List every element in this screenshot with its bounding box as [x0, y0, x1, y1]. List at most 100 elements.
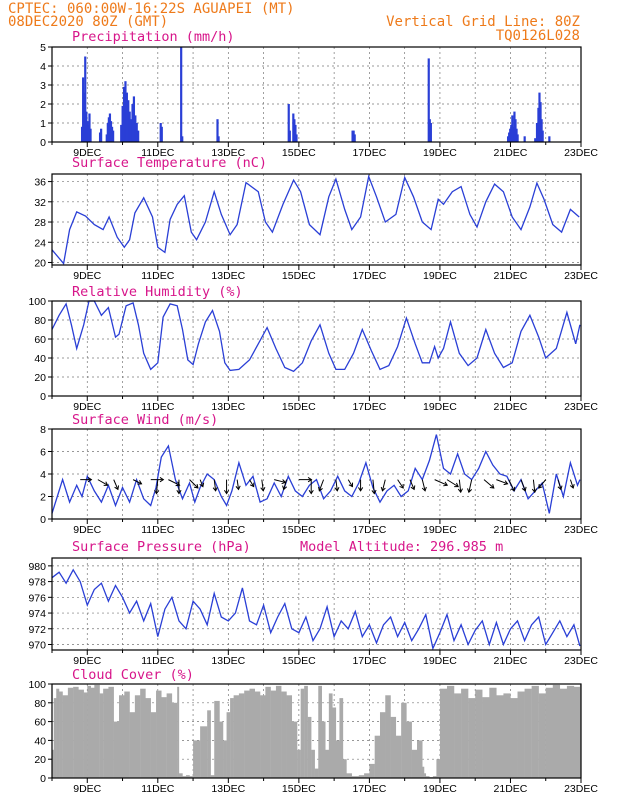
precip-bar: [88, 113, 91, 142]
cloud-bar: [311, 749, 315, 778]
cloud-bar: [119, 695, 125, 778]
cloud-bar: [496, 695, 504, 778]
precip-bar: [534, 138, 537, 142]
precip-bar: [134, 115, 137, 142]
cloud-bar: [545, 687, 553, 778]
cloud-bar: [510, 698, 518, 778]
cloud-y-tick-label: 80: [34, 698, 46, 710]
cloud-bar: [411, 749, 418, 778]
cloud-bar: [270, 690, 277, 778]
cloud-bar: [59, 691, 63, 778]
rh-frame: [51, 300, 582, 397]
cloud-bar: [482, 697, 490, 778]
wind-panel: 0 2 4 6 8 9DEC 11DEC 13DEC 15DEC 17DEC 19DEC 21DEC 2…: [40, 424, 598, 536]
cloud-bar: [83, 692, 88, 778]
precip-bar: [427, 58, 430, 142]
wind-arrow-head: [467, 488, 473, 494]
wind-arrow-head: [489, 484, 495, 489]
cloud-bar: [425, 776, 430, 778]
cloud-bar: [300, 688, 305, 778]
cloud-bar: [390, 716, 397, 778]
precip-bar: [429, 123, 432, 142]
wind-arrow-head: [443, 481, 449, 487]
cloud-bar: [129, 712, 136, 778]
precip-y-tick-label: 2: [40, 99, 46, 111]
wind-y-tick-label: 4: [40, 469, 46, 481]
cloud-bar: [99, 693, 104, 778]
rh-y-tick-label: 40: [34, 353, 46, 365]
wind-arrow-head: [421, 486, 427, 492]
wind-arrow: [520, 479, 526, 492]
rh-x-tick-label: 13DEC: [211, 401, 245, 413]
cloud-bar: [346, 773, 352, 778]
wind-arrow-head: [137, 480, 143, 485]
cloud-bar: [78, 689, 84, 778]
rh-y-tick-label: 80: [34, 315, 46, 327]
cloud-bar: [524, 688, 532, 778]
cloud-bar: [552, 684, 561, 778]
cloud-bar: [297, 749, 301, 778]
wind-x-tick-label: 9DEC: [73, 524, 101, 536]
wind-arrow-head: [159, 477, 165, 483]
cloud-bar: [140, 688, 146, 778]
wind-x-tick-label: 11DEC: [141, 524, 174, 536]
cloud-bar: [364, 773, 370, 778]
wind-arrow: [132, 479, 142, 485]
cloud-bar: [351, 776, 360, 778]
wind-arrow-head: [510, 486, 516, 492]
cloud-bar: [454, 693, 462, 778]
pressure-x-tick-label: 11DEC: [141, 655, 174, 667]
wind-arrow: [274, 479, 286, 483]
cloud-bar: [249, 688, 255, 778]
temp-frame: [51, 173, 582, 266]
wind-arrow: [468, 479, 473, 493]
wind-arrow: [249, 479, 255, 487]
cloud-bar: [342, 759, 347, 778]
temp-y-tick-label: 36: [34, 177, 46, 189]
cloud-bar: [325, 749, 330, 778]
pressure-y-tick-label: 972: [28, 624, 46, 636]
cloud-bar: [73, 686, 79, 778]
cloud-bar: [238, 693, 245, 778]
cloud-bar: [328, 693, 333, 778]
temp-x-tick-label: 15DEC: [282, 270, 316, 282]
wind-title: Surface Wind (m/s): [72, 412, 218, 428]
cloud-y-tick-label: 100: [28, 679, 46, 691]
temp-x-tick-label: 23DEC: [564, 270, 598, 282]
temp-x-tick-label: 11DEC: [141, 270, 174, 282]
precip-bar: [160, 126, 163, 142]
wind-x-tick-label: 19DEC: [423, 524, 457, 536]
pressure-title: Surface Pressure (hPa): [72, 539, 251, 555]
pressure-x-tick-label: 15DEC: [282, 655, 316, 667]
cloud-bar: [113, 721, 120, 778]
cloud-x-tick-label: 19DEC: [423, 783, 457, 795]
wind-y-tick-label: 2: [40, 492, 46, 504]
cloud-bar: [219, 721, 224, 778]
wind-arrow: [261, 479, 264, 491]
wind-arrow-head: [358, 487, 364, 492]
wind-arrow-head: [224, 489, 230, 495]
cloud-bar: [182, 776, 187, 778]
precip-bar: [294, 124, 297, 142]
wind-arrow-head: [557, 485, 563, 491]
wind-arrow-head: [282, 485, 288, 491]
header-model-code: TQ0126L028: [496, 28, 580, 44]
precip-x-tick-label: 9DEC: [73, 147, 101, 159]
wind-arrow-head: [260, 486, 266, 492]
precip-bar: [535, 123, 539, 142]
precip-bar: [137, 130, 140, 142]
precip-panel: 0 1 2 3 4 5 9DEC 11DEC 13DEC 15DEC 17DEC 19DEC 21DEC…: [40, 42, 598, 159]
rh-x-tick-label: 11DEC: [141, 401, 174, 413]
cloud-bar: [200, 726, 208, 778]
cloud-bar: [318, 685, 322, 778]
wind-arrow: [557, 479, 562, 490]
cloud-bar: [166, 693, 173, 778]
precip-y-tick-label: 0: [40, 137, 46, 149]
cloud-bar: [531, 685, 539, 778]
wind-arrow: [236, 479, 240, 490]
wind-arrow-head: [380, 486, 386, 492]
temp-x-tick-label: 9DEC: [73, 270, 101, 282]
cloud-bar: [171, 702, 178, 778]
rh-y-tick-label: 20: [34, 372, 46, 384]
precip-x-tick-label: 19DEC: [423, 147, 457, 159]
